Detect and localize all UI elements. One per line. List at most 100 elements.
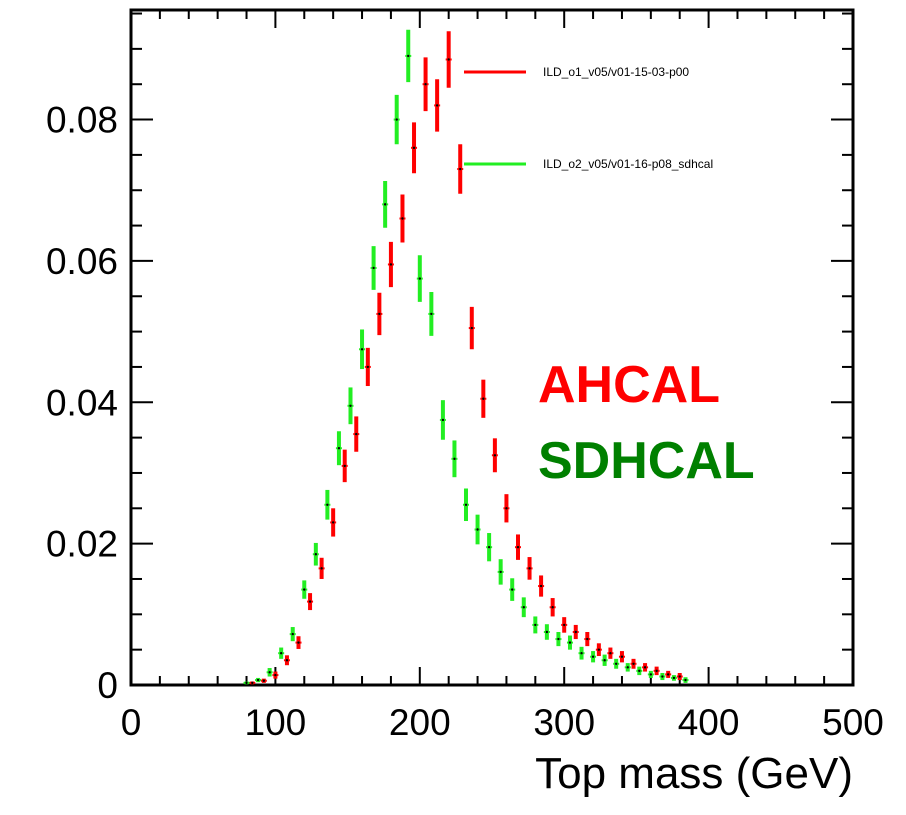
data-point xyxy=(308,600,312,603)
data-point xyxy=(389,263,393,266)
data-point xyxy=(672,676,676,680)
axis-ticks xyxy=(130,10,854,686)
y-tick-label: 0.02 xyxy=(46,524,118,565)
data-point xyxy=(418,277,421,280)
data-point xyxy=(655,669,658,673)
data-point xyxy=(638,669,641,673)
data-point xyxy=(487,545,491,549)
data-point xyxy=(355,432,358,436)
data-point xyxy=(407,54,410,58)
data-point xyxy=(568,641,572,644)
data-point xyxy=(274,673,277,677)
data-point xyxy=(337,447,341,450)
y-tick-label: 0 xyxy=(97,665,118,706)
data-point xyxy=(534,623,537,627)
data-point xyxy=(574,630,577,634)
data-point xyxy=(661,675,664,678)
plot-frame xyxy=(129,8,855,687)
data-point xyxy=(245,681,248,685)
data-point xyxy=(586,637,589,641)
data-point xyxy=(383,203,387,206)
data-point xyxy=(476,528,479,531)
data-point xyxy=(470,326,473,330)
data-point xyxy=(424,83,427,86)
data-point xyxy=(522,606,525,609)
y-tick-label: 0.08 xyxy=(46,100,118,141)
data-point xyxy=(331,521,335,524)
data-point xyxy=(666,673,670,676)
data-point xyxy=(632,662,635,665)
data-point xyxy=(343,464,346,468)
data-point xyxy=(464,503,468,506)
data-point xyxy=(303,588,306,591)
data-point xyxy=(505,507,508,510)
data-point xyxy=(482,397,485,400)
data-point xyxy=(591,655,595,658)
data-point xyxy=(378,312,381,316)
data-point xyxy=(349,404,352,408)
data-point xyxy=(372,266,375,270)
data-point xyxy=(649,673,653,676)
data-point xyxy=(268,671,271,674)
data-point xyxy=(516,545,520,549)
x-tick-label: 500 xyxy=(822,702,884,743)
data-point xyxy=(609,651,612,655)
x-tick-label: 0 xyxy=(121,702,142,743)
data-point xyxy=(412,146,416,150)
data-point xyxy=(279,651,283,655)
data-point xyxy=(395,118,398,121)
data-point xyxy=(626,666,629,669)
data-point xyxy=(447,58,450,61)
data-point xyxy=(441,418,445,422)
data-point xyxy=(597,648,601,651)
data-point xyxy=(291,632,294,636)
data-point xyxy=(326,503,329,506)
x-tick-label: 100 xyxy=(245,702,307,743)
y-tick-label: 0.06 xyxy=(46,241,118,282)
data-point xyxy=(493,454,497,457)
data-point xyxy=(678,675,681,678)
data-point xyxy=(551,606,554,609)
legend-label-ahcal: ILD_o1_v05/v01-15-03-p00 xyxy=(543,65,689,79)
data-point xyxy=(459,167,462,171)
data-point xyxy=(262,679,266,682)
tick-labels: 0 100 200 300 400 500 0 0.02 0.04 0.06 0.08 xyxy=(46,100,884,743)
y-tick-label: 0.04 xyxy=(46,382,118,423)
legend-label-sdhcal: ILD_o2_v05/v01-16-p08_sdhcal xyxy=(543,157,713,171)
data-point xyxy=(563,623,566,627)
data-point xyxy=(297,641,300,644)
data-point xyxy=(453,457,456,461)
data-point xyxy=(620,655,624,658)
data-point xyxy=(528,567,531,570)
data-point xyxy=(320,567,323,570)
series-ahcal xyxy=(249,31,683,685)
data-point xyxy=(285,659,289,662)
data-series xyxy=(243,29,689,685)
x-axis-title: Top mass (GeV) xyxy=(535,749,853,798)
series-sdhcal xyxy=(243,29,689,685)
data-point xyxy=(314,553,318,556)
data-point xyxy=(643,666,647,669)
data-point xyxy=(539,584,543,588)
data-point xyxy=(684,678,687,682)
annotation-ahcal: AHCAL xyxy=(538,356,720,414)
data-point xyxy=(430,312,433,316)
annotation-sdhcal: SDHCAL xyxy=(538,432,755,490)
data-point xyxy=(499,570,502,574)
data-point xyxy=(360,348,364,351)
data-point xyxy=(251,681,254,685)
data-point xyxy=(366,365,370,369)
legend: ILD_o1_v05/v01-15-03-p00 ILD_o2_v05/v01-… xyxy=(464,65,713,171)
data-point xyxy=(435,104,439,107)
x-tick-label: 300 xyxy=(533,702,595,743)
data-point xyxy=(557,637,560,641)
x-tick-label: 200 xyxy=(389,702,451,743)
data-point xyxy=(603,659,606,662)
data-point xyxy=(511,588,514,591)
data-point xyxy=(580,651,583,655)
data-point xyxy=(256,678,260,682)
x-tick-label: 400 xyxy=(678,702,740,743)
data-point xyxy=(401,217,404,220)
data-point xyxy=(614,662,618,665)
